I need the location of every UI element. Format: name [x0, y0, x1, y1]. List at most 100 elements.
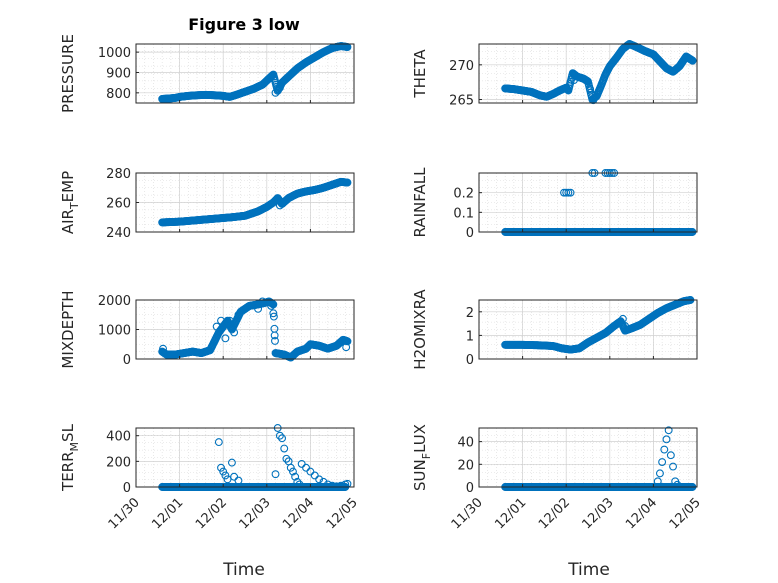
subplot-air_temp: 240 260 280 AIRTEMP [59, 167, 355, 241]
subplot-mixdepth: 0 1000 2000 MIXDEPTH [59, 290, 355, 369]
data-point [221, 334, 230, 343]
data-point [271, 336, 279, 345]
y-axis-label: AIRTEMP [59, 171, 81, 234]
y-tick-label: 0 [466, 353, 474, 368]
subplot-pressure: 800 900 1000 PRESSURE [59, 34, 355, 113]
y-tick-label: 270 [449, 59, 474, 74]
data-point [673, 480, 682, 489]
data-point [570, 76, 578, 85]
data-point [586, 85, 595, 94]
y-axis-label-subscript: M [68, 442, 81, 452]
y-tick-label: 1000 [98, 324, 131, 339]
data-point [618, 314, 627, 323]
data-point [159, 344, 167, 353]
data-point [319, 477, 328, 486]
y-tick-label: 20 [457, 458, 474, 473]
data-point [297, 459, 306, 468]
data-point [286, 463, 295, 472]
axes-box [478, 43, 698, 104]
data-point [662, 435, 671, 444]
data-point [589, 96, 598, 105]
y-axis-label-subscript: T [68, 202, 81, 210]
data-point [323, 480, 332, 489]
data-point [269, 300, 278, 309]
subplot-h2omixra: 0 1 2 H2OMIXRA [411, 289, 698, 370]
data-point [230, 328, 239, 337]
data-point [223, 475, 232, 484]
data-point [269, 312, 278, 321]
y-tick-label: 40 [457, 436, 474, 451]
data-point [275, 431, 284, 440]
data-point [291, 472, 300, 481]
data-point [342, 343, 351, 352]
axes-box [135, 43, 355, 104]
data-point [271, 88, 280, 97]
data-point [688, 56, 697, 65]
subplot-rainfall: 0 0.1 0.2 RAINFALL [411, 167, 698, 241]
data-point [234, 476, 243, 485]
axes-box [478, 427, 698, 488]
y-tick-label: 200 [106, 455, 131, 470]
y-axis-label-part: TERR [59, 451, 77, 492]
data-point [221, 471, 230, 480]
data-point [621, 322, 630, 330]
y-tick-label: 0 [123, 353, 131, 368]
data-point [564, 188, 573, 197]
data-point [254, 304, 263, 313]
data-point [664, 426, 673, 435]
y-tick-label: 0.2 [453, 187, 474, 202]
x-axis-label-left: Time [222, 560, 265, 580]
y-tick-label: 800 [106, 87, 131, 102]
y-tick-label: 0 [123, 481, 131, 496]
y-axis-label: SUNFLUX [411, 424, 433, 491]
y-tick-label: 260 [106, 197, 131, 212]
subplot-theta: 265 270 THETA [411, 40, 698, 109]
data-point [278, 434, 287, 443]
data-point [275, 201, 284, 210]
axes-box [478, 299, 698, 360]
y-axis-label-subscript: F [420, 453, 433, 459]
data-point [225, 316, 234, 325]
data-point [227, 458, 236, 467]
data-point [566, 188, 575, 197]
data-point [306, 467, 315, 476]
y-tick-label: 1000 [98, 46, 131, 61]
y-axis-label: H2OMIXRA [411, 289, 429, 370]
data-point [289, 467, 297, 476]
y-tick-label: 1 [466, 329, 474, 344]
data-point [280, 444, 289, 453]
axes-box [478, 172, 698, 233]
data-point [302, 463, 310, 472]
data-point [271, 470, 280, 479]
data-point [653, 477, 662, 486]
y-tick-label: 0.1 [453, 206, 474, 221]
y-axis-label: THETA [411, 49, 429, 99]
y-tick-label: 240 [106, 226, 131, 241]
data-point [328, 481, 337, 490]
y-tick-label: 2000 [98, 294, 131, 309]
data-point [660, 445, 669, 454]
axes-box [135, 427, 355, 488]
data-point [282, 454, 291, 463]
data-point [295, 480, 304, 489]
data-point [230, 472, 239, 481]
data-point [343, 337, 352, 346]
data-point [212, 322, 221, 331]
data-point [234, 310, 243, 319]
y-axis-label-part: SL [59, 423, 77, 442]
x-axis-label-right: Time [567, 560, 610, 580]
y-axis-label-part: LUX [411, 424, 429, 453]
data-point [217, 463, 225, 472]
data-point [219, 467, 228, 476]
figure-title: Figure 3 low [188, 15, 300, 34]
data-point [310, 471, 319, 480]
y-axis-label-part: SUN [411, 459, 429, 491]
y-tick-label: 400 [106, 430, 131, 445]
y-axis-label: RAINFALL [411, 167, 429, 238]
y-axis-label: MIXDEPTH [59, 290, 77, 368]
data-point [269, 309, 278, 318]
y-tick-label: 900 [106, 66, 131, 81]
data-point [655, 469, 664, 478]
y-axis-label-part: EMP [59, 171, 77, 202]
